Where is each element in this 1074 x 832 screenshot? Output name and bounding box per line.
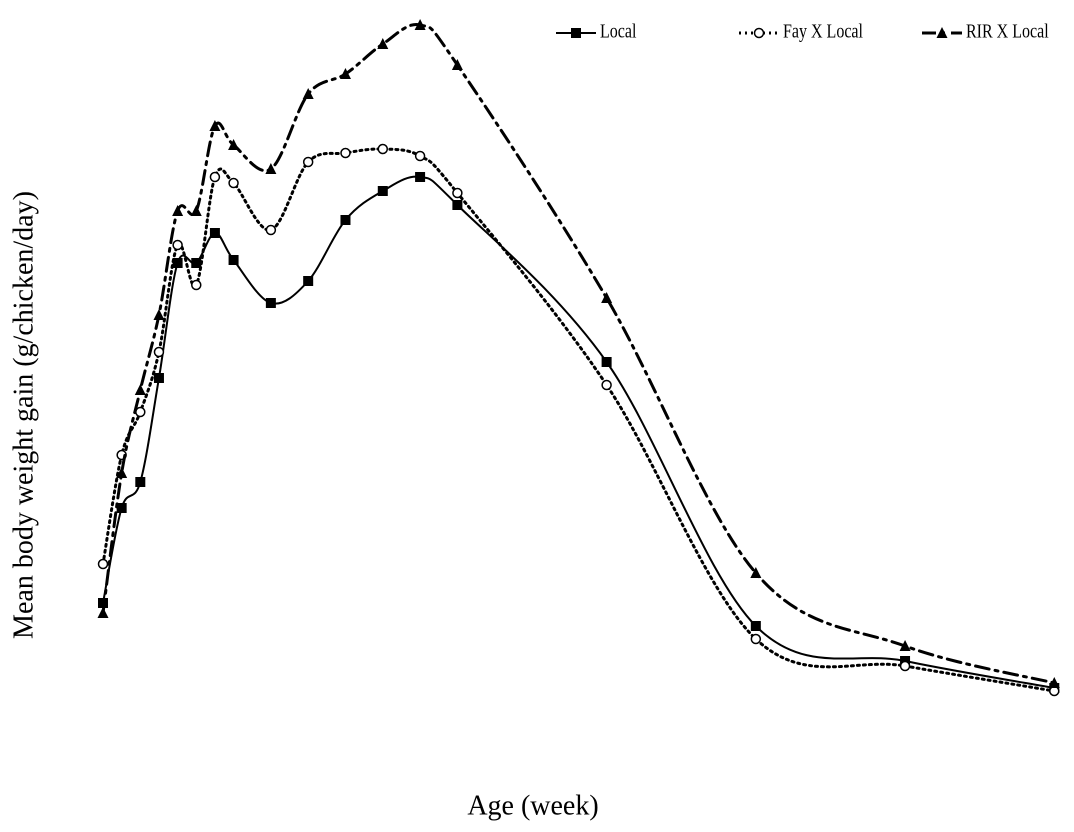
data-point <box>899 640 911 651</box>
data-point <box>377 143 389 155</box>
data-point <box>209 228 220 238</box>
data-point <box>377 186 388 196</box>
data-point <box>172 258 183 268</box>
data-point <box>601 292 613 303</box>
legend-label: Local <box>600 20 636 42</box>
series-line <box>101 22 1056 685</box>
data-point <box>415 172 426 182</box>
data-point <box>750 633 762 645</box>
data-point <box>452 187 463 199</box>
series-line <box>101 147 1056 693</box>
data-point <box>209 120 221 131</box>
data-point <box>135 477 146 487</box>
data-point <box>601 379 612 391</box>
data-point <box>209 171 221 183</box>
data-point <box>750 567 762 578</box>
data-point <box>414 150 426 162</box>
legend-marker <box>936 27 948 38</box>
data-point <box>153 373 164 383</box>
data-point <box>601 357 612 367</box>
data-point <box>339 68 351 79</box>
data-point <box>228 255 239 265</box>
legend-marker <box>753 27 765 39</box>
data-point <box>190 205 202 216</box>
legend-label: Fay X Local <box>783 20 863 42</box>
data-point <box>265 224 277 236</box>
data-point <box>340 147 351 159</box>
data-point <box>340 215 351 225</box>
data-point <box>153 346 165 358</box>
data-point <box>172 239 183 251</box>
data-point <box>302 156 314 168</box>
x-axis-title: Age (week) <box>467 790 598 821</box>
data-point <box>899 660 911 672</box>
data-point <box>265 298 276 308</box>
data-point <box>116 503 127 513</box>
data-point <box>97 607 109 618</box>
data-point <box>97 558 109 570</box>
legend-label: RIR X Local <box>966 20 1049 42</box>
data-point <box>414 19 426 30</box>
data-point <box>451 59 463 70</box>
data-point <box>116 467 128 478</box>
data-point <box>228 177 239 189</box>
data-point <box>302 88 314 99</box>
data-point <box>303 276 314 286</box>
data-point <box>172 205 184 216</box>
y-axis-title: Mean body weight gain (g/chicken/day) <box>8 191 39 639</box>
data-point <box>1048 677 1060 688</box>
data-point <box>191 279 202 291</box>
legend-marker <box>571 28 581 38</box>
data-point <box>191 258 202 268</box>
data-point <box>228 139 240 150</box>
data-point <box>750 621 761 631</box>
data-point <box>452 200 463 210</box>
data-point <box>153 309 165 320</box>
data-point <box>265 163 277 174</box>
data-point <box>377 38 389 49</box>
data-point <box>134 384 146 395</box>
